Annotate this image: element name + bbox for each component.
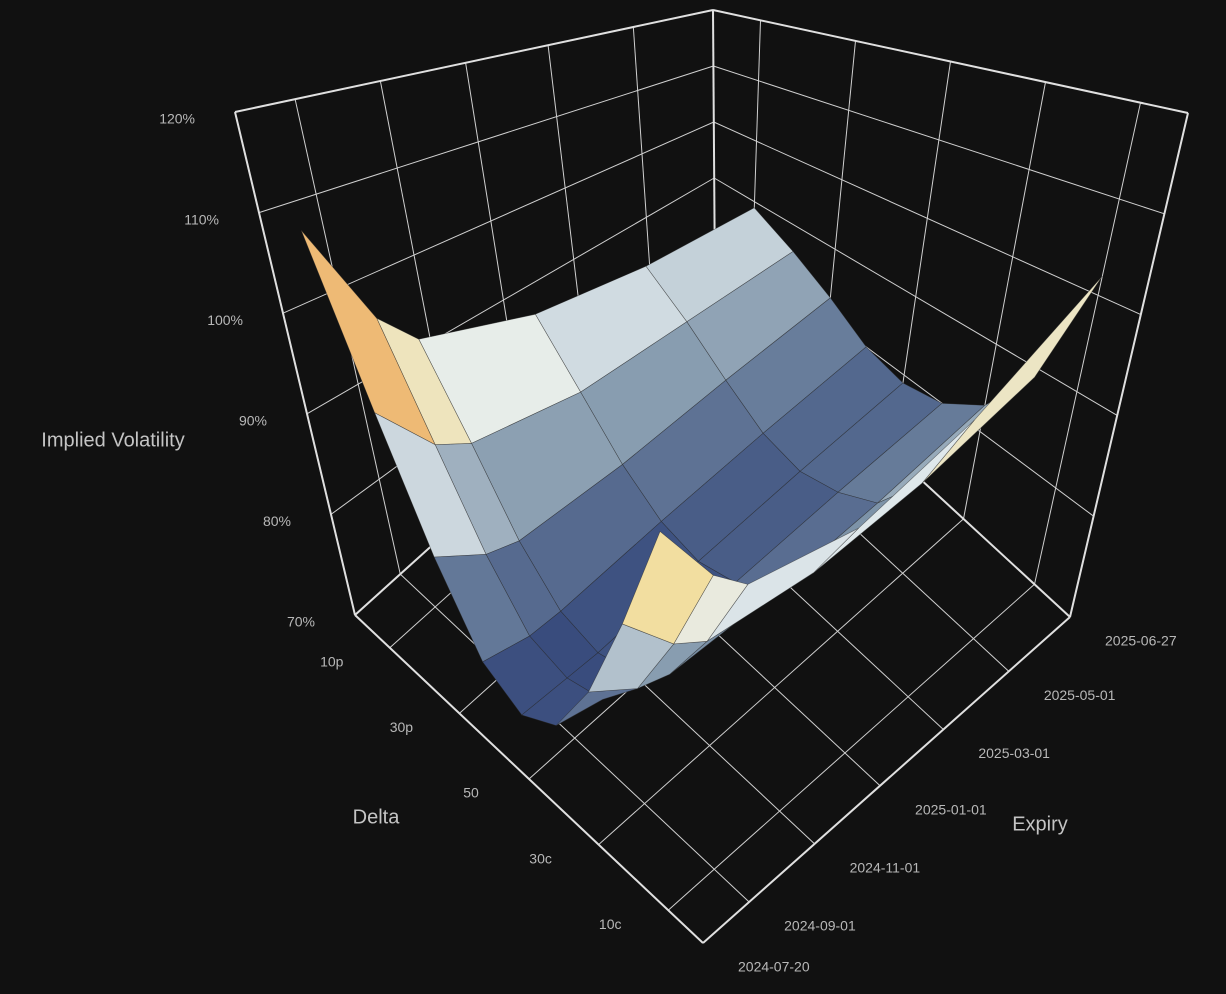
z-tick-label: 90% <box>239 413 267 429</box>
axis-edge <box>712 9 1189 114</box>
axis-edge <box>702 616 1071 944</box>
y-tick-label: 2025-06-27 <box>1105 633 1177 649</box>
x-tick-label: 10p <box>320 654 344 670</box>
axis-edge <box>234 111 356 616</box>
x-axis-title: Delta <box>353 806 401 828</box>
z-tick-label: 110% <box>184 211 219 227</box>
axis-edge <box>354 614 704 944</box>
surface-patch <box>921 275 1103 484</box>
y-tick-label: 2025-01-01 <box>915 801 987 817</box>
x-tick-label: 30c <box>529 850 552 866</box>
grid-line <box>399 573 750 903</box>
y-tick-label: 2024-11-01 <box>850 860 921 876</box>
z-tick-label: 70% <box>287 614 315 630</box>
y-tick-label: 2025-03-01 <box>978 745 1050 761</box>
y-tick-label: 2025-05-01 <box>1044 687 1116 703</box>
y-axis-title: Expiry <box>1012 813 1068 835</box>
y-tick-label: 2024-07-20 <box>738 959 810 975</box>
x-tick-label: 10c <box>599 916 622 932</box>
y-tick-label: 2024-09-01 <box>784 918 856 934</box>
axis-edge <box>234 9 714 113</box>
axis-edge <box>1069 112 1189 618</box>
z-tick-label: 120% <box>159 111 195 127</box>
z-tick-label: 100% <box>207 312 243 328</box>
grid-line <box>963 82 1046 519</box>
surface-patch <box>621 530 714 645</box>
z-tick-label: 80% <box>263 513 291 529</box>
grid-line <box>1034 102 1141 585</box>
z-axis-title: Implied Volatility <box>41 429 184 451</box>
x-tick-label: 50 <box>463 785 479 801</box>
x-tick-label: 30p <box>390 719 414 735</box>
